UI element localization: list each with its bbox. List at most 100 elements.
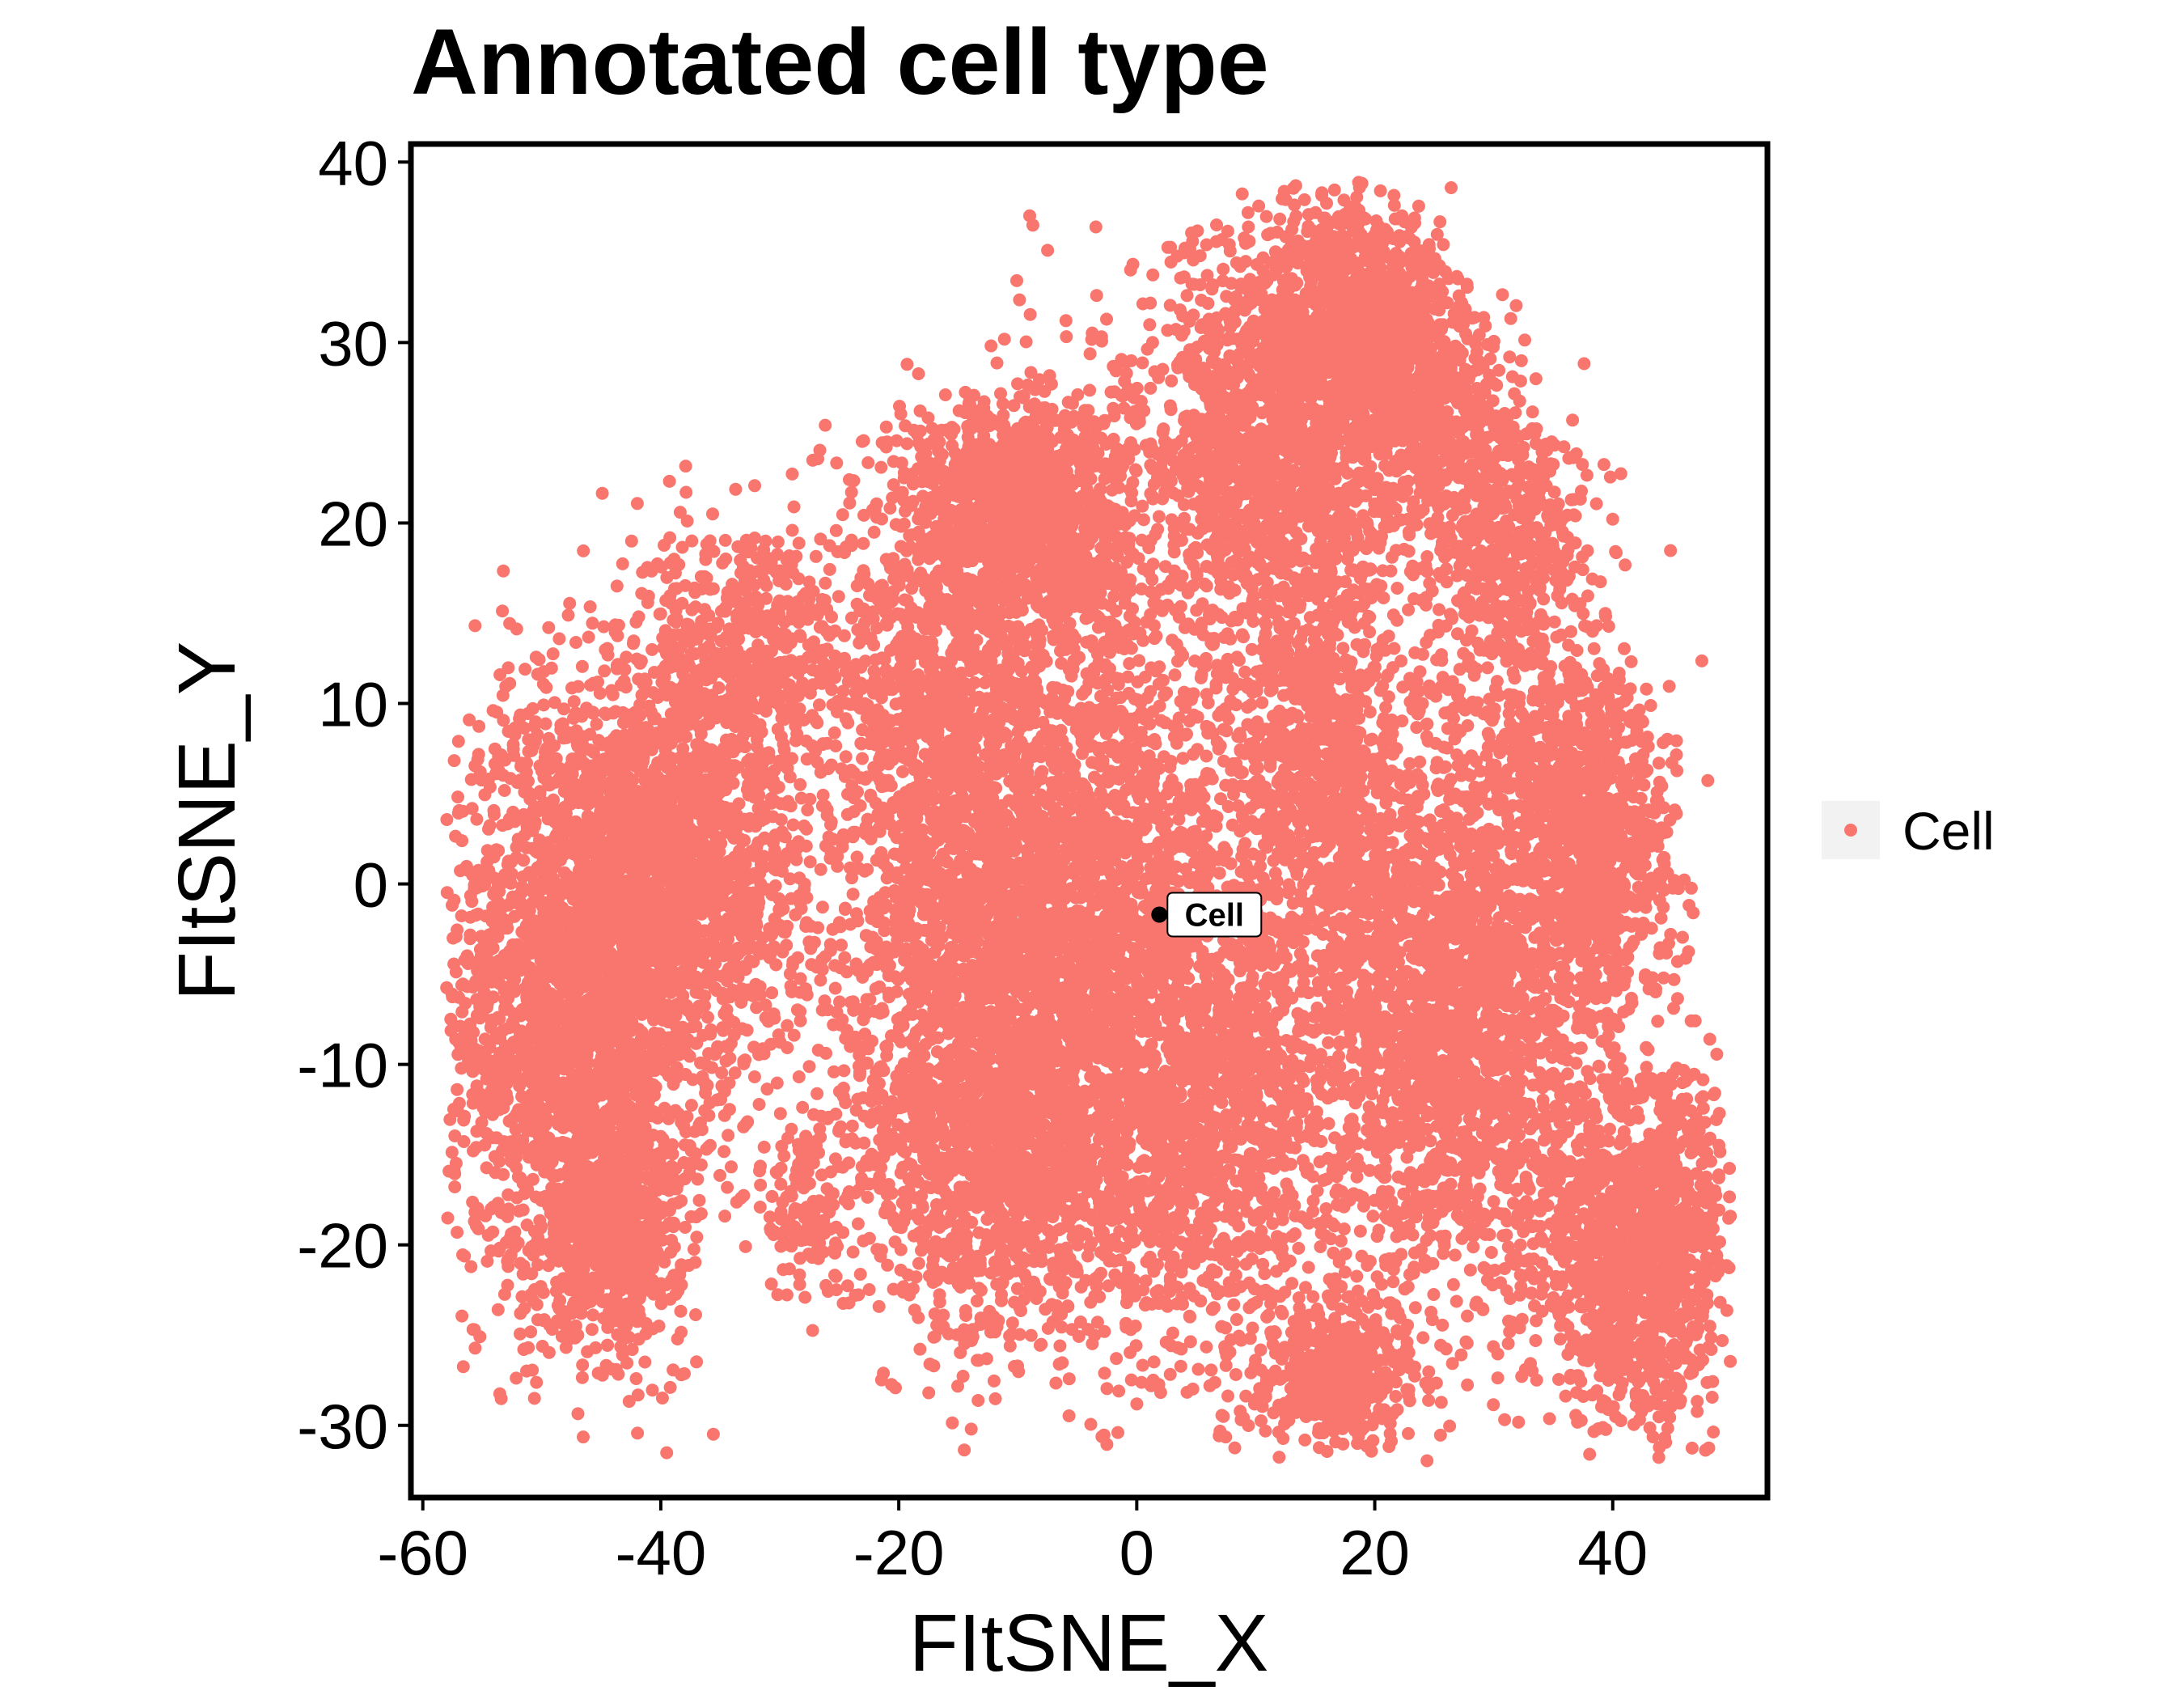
data-point <box>718 533 732 547</box>
data-point <box>614 1221 628 1235</box>
data-point <box>455 1061 468 1075</box>
data-point <box>695 845 709 858</box>
data-point <box>679 485 693 499</box>
data-point <box>654 607 667 621</box>
data-point <box>522 1244 535 1257</box>
data-point <box>751 599 765 612</box>
data-point <box>528 735 542 748</box>
data-point <box>579 1100 593 1114</box>
data-point <box>654 1129 667 1143</box>
data-point <box>667 811 679 824</box>
data-point <box>480 1161 493 1175</box>
data-point <box>638 866 651 880</box>
data-point <box>681 654 695 667</box>
data-point <box>594 983 607 997</box>
data-point <box>501 1278 514 1292</box>
data-point <box>530 1375 544 1389</box>
data-point <box>536 1126 550 1140</box>
data-point <box>513 712 527 726</box>
data-point <box>470 812 484 826</box>
data-point <box>533 787 547 801</box>
data-point <box>503 857 517 871</box>
data-point <box>600 1338 614 1352</box>
data-point <box>650 557 664 570</box>
data-point <box>676 727 690 741</box>
data-point <box>717 1007 731 1021</box>
data-point <box>511 1236 525 1250</box>
data-point <box>569 636 582 649</box>
data-point <box>772 754 786 768</box>
data-point <box>448 1129 462 1142</box>
data-point <box>447 931 460 945</box>
data-point <box>533 1155 547 1169</box>
data-point <box>575 1184 589 1198</box>
data-point <box>739 1117 753 1130</box>
data-point <box>444 1012 458 1026</box>
data-point <box>611 1107 624 1121</box>
data-point <box>575 731 589 745</box>
data-point <box>536 943 550 956</box>
data-point <box>463 928 477 942</box>
data-point <box>511 833 525 846</box>
data-point <box>527 1392 541 1405</box>
data-point <box>619 745 633 759</box>
data-point <box>633 1309 646 1323</box>
data-point <box>645 1238 658 1252</box>
data-point <box>491 1303 505 1316</box>
data-point <box>615 860 629 874</box>
data-point <box>785 467 799 481</box>
data-point <box>698 1104 712 1117</box>
data-point <box>649 876 662 890</box>
data-point <box>729 898 743 912</box>
data-point <box>580 875 594 889</box>
data-point <box>694 1056 707 1070</box>
data-point <box>819 576 832 590</box>
data-point <box>684 848 697 862</box>
data-point <box>581 967 595 981</box>
data-point <box>625 1343 639 1356</box>
data-point <box>586 705 600 719</box>
data-point <box>514 1029 527 1043</box>
data-point <box>559 1190 573 1203</box>
data-point <box>683 1139 696 1153</box>
data-point <box>582 630 595 644</box>
data-point <box>709 815 723 828</box>
data-point <box>737 1054 751 1068</box>
data-point <box>624 809 638 823</box>
data-point <box>679 1068 692 1081</box>
data-point <box>634 1107 648 1121</box>
data-point <box>662 759 675 773</box>
data-point <box>714 837 728 850</box>
data-point <box>536 1286 550 1299</box>
data-point <box>722 622 736 636</box>
data-point <box>757 650 771 663</box>
data-point <box>466 1065 480 1078</box>
data-point <box>706 507 719 521</box>
data-point <box>694 1207 708 1221</box>
data-point <box>576 1267 590 1281</box>
data-point <box>514 1256 527 1270</box>
data-point <box>844 485 858 499</box>
data-point <box>639 734 652 747</box>
data-point <box>527 1009 540 1023</box>
data-point <box>548 696 561 710</box>
data-point <box>654 1032 667 1045</box>
data-point <box>604 744 618 757</box>
data-point <box>586 1073 599 1087</box>
data-point <box>667 1216 680 1230</box>
data-point <box>451 735 465 748</box>
data-point <box>689 699 703 713</box>
data-point <box>514 1307 527 1320</box>
data-point <box>646 686 660 700</box>
data-point <box>645 642 659 656</box>
data-point <box>667 844 681 858</box>
data-point <box>512 1204 526 1218</box>
data-point <box>708 981 722 995</box>
data-point <box>656 1172 670 1186</box>
data-point <box>734 735 748 749</box>
data-point <box>603 854 617 868</box>
data-point <box>646 848 660 862</box>
data-point <box>829 523 843 537</box>
data-point <box>496 604 510 618</box>
data-point <box>552 632 566 646</box>
